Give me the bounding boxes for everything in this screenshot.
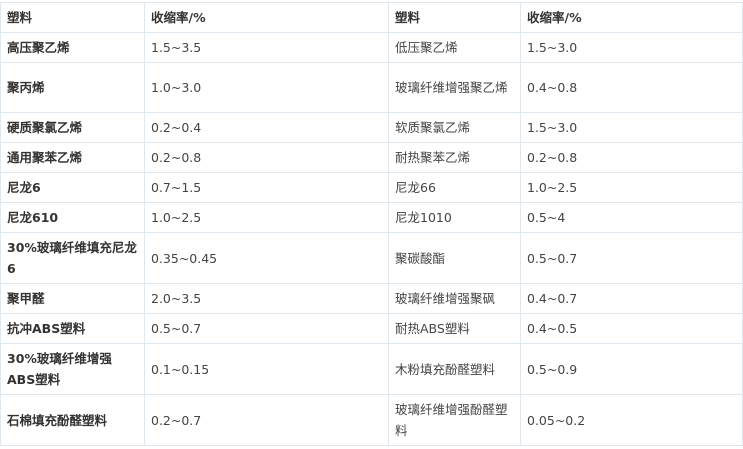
shrinkage-value: 0.7~1.5 <box>144 172 389 203</box>
shrinkage-value: 0.5~0.7 <box>144 313 389 344</box>
shrinkage-value-2: 0.4~0.8 <box>520 62 743 113</box>
plastic-name-2: 聚碳酸酯 <box>388 232 521 284</box>
plastic-name-2: 低压聚乙烯 <box>388 32 521 63</box>
plastic-name: 尼龙6 <box>0 172 145 203</box>
shrinkage-value-2: 0.5~0.7 <box>520 232 743 284</box>
plastic-name: 抗冲ABS塑料 <box>0 313 145 344</box>
shrinkage-value-2: 0.5~4 <box>520 202 743 233</box>
plastic-name-2: 耐热ABS塑料 <box>388 313 521 344</box>
shrinkage-value-2: 1.0~2.5 <box>520 172 743 203</box>
table-row: 石棉填充酚醛塑料 0.2~0.7 玻璃纤维增强酚醛塑料 0.05~0.2 <box>0 394 743 446</box>
plastic-name-2: 玻璃纤维增强聚乙烯 <box>388 62 521 113</box>
shrinkage-value-2: 1.5~3.0 <box>520 32 743 63</box>
shrinkage-value-2: 0.5~0.9 <box>520 343 743 395</box>
table-row: 聚甲醛 2.0~3.5 玻璃纤维增强聚砜 0.4~0.7 <box>0 283 743 314</box>
plastic-name: 硬质聚氯乙烯 <box>0 112 145 143</box>
shrinkage-value: 0.35~0.45 <box>144 232 389 284</box>
plastic-name: 尼龙610 <box>0 202 145 233</box>
table-row: 硬质聚氯乙烯 0.2~0.4 软质聚氯乙烯 1.5~3.0 <box>0 112 743 143</box>
shrinkage-value: 1.0~3.0 <box>144 62 389 113</box>
shrinkage-value: 0.2~0.8 <box>144 142 389 173</box>
header-plastic-2: 塑料 <box>388 2 521 33</box>
plastic-name: 30%玻璃纤维填充尼龙6 <box>0 232 145 284</box>
shrinkage-value: 2.0~3.5 <box>144 283 389 314</box>
plastic-name-2: 玻璃纤维增强酚醛塑料 <box>388 394 521 446</box>
plastic-name: 聚甲醛 <box>0 283 145 314</box>
plastic-name-2: 软质聚氯乙烯 <box>388 112 521 143</box>
header-shrinkage-2: 收缩率/% <box>520 2 743 33</box>
shrinkage-value-2: 0.05~0.2 <box>520 394 743 446</box>
shrinkage-value-2: 0.4~0.5 <box>520 313 743 344</box>
header-shrinkage: 收缩率/% <box>144 2 389 33</box>
table-row: 高压聚乙烯 1.5~3.5 低压聚乙烯 1.5~3.0 <box>0 32 743 63</box>
shrinkage-value: 1.0~2.5 <box>144 202 389 233</box>
table-row: 30%玻璃纤维增强ABS塑料 0.1~0.15 木粉填充酚醛塑料 0.5~0.9 <box>0 343 743 395</box>
shrinkage-value: 1.5~3.5 <box>144 32 389 63</box>
shrinkage-value-2: 1.5~3.0 <box>520 112 743 143</box>
plastic-name-2: 玻璃纤维增强聚砜 <box>388 283 521 314</box>
table-row: 尼龙610 1.0~2.5 尼龙1010 0.5~4 <box>0 202 743 233</box>
shrinkage-value-2: 0.4~0.7 <box>520 283 743 314</box>
plastic-name-2: 尼龙1010 <box>388 202 521 233</box>
table-row: 尼龙6 0.7~1.5 尼龙66 1.0~2.5 <box>0 172 743 203</box>
plastic-name: 通用聚苯乙烯 <box>0 142 145 173</box>
table-row: 抗冲ABS塑料 0.5~0.7 耐热ABS塑料 0.4~0.5 <box>0 313 743 344</box>
shrinkage-value: 0.1~0.15 <box>144 343 389 395</box>
plastic-name-2: 尼龙66 <box>388 172 521 203</box>
shrinkage-value: 0.2~0.7 <box>144 394 389 446</box>
header-row: 塑料 收缩率/% 塑料 收缩率/% <box>0 2 743 33</box>
plastic-name: 聚丙烯 <box>0 62 145 113</box>
plastic-name-2: 耐热聚苯乙烯 <box>388 142 521 173</box>
table-row: 通用聚苯乙烯 0.2~0.8 耐热聚苯乙烯 0.2~0.8 <box>0 142 743 173</box>
plastic-name: 30%玻璃纤维增强ABS塑料 <box>0 343 145 395</box>
shrinkage-value: 0.2~0.4 <box>144 112 389 143</box>
shrinkage-value-2: 0.2~0.8 <box>520 142 743 173</box>
plastic-name: 石棉填充酚醛塑料 <box>0 394 145 446</box>
plastic-name-2: 木粉填充酚醛塑料 <box>388 343 521 395</box>
table-row: 30%玻璃纤维填充尼龙6 0.35~0.45 聚碳酸酯 0.5~0.7 <box>0 232 743 284</box>
plastic-name: 高压聚乙烯 <box>0 32 145 63</box>
table-row: 聚丙烯 1.0~3.0 玻璃纤维增强聚乙烯 0.4~0.8 <box>0 62 743 113</box>
header-plastic: 塑料 <box>0 2 145 33</box>
